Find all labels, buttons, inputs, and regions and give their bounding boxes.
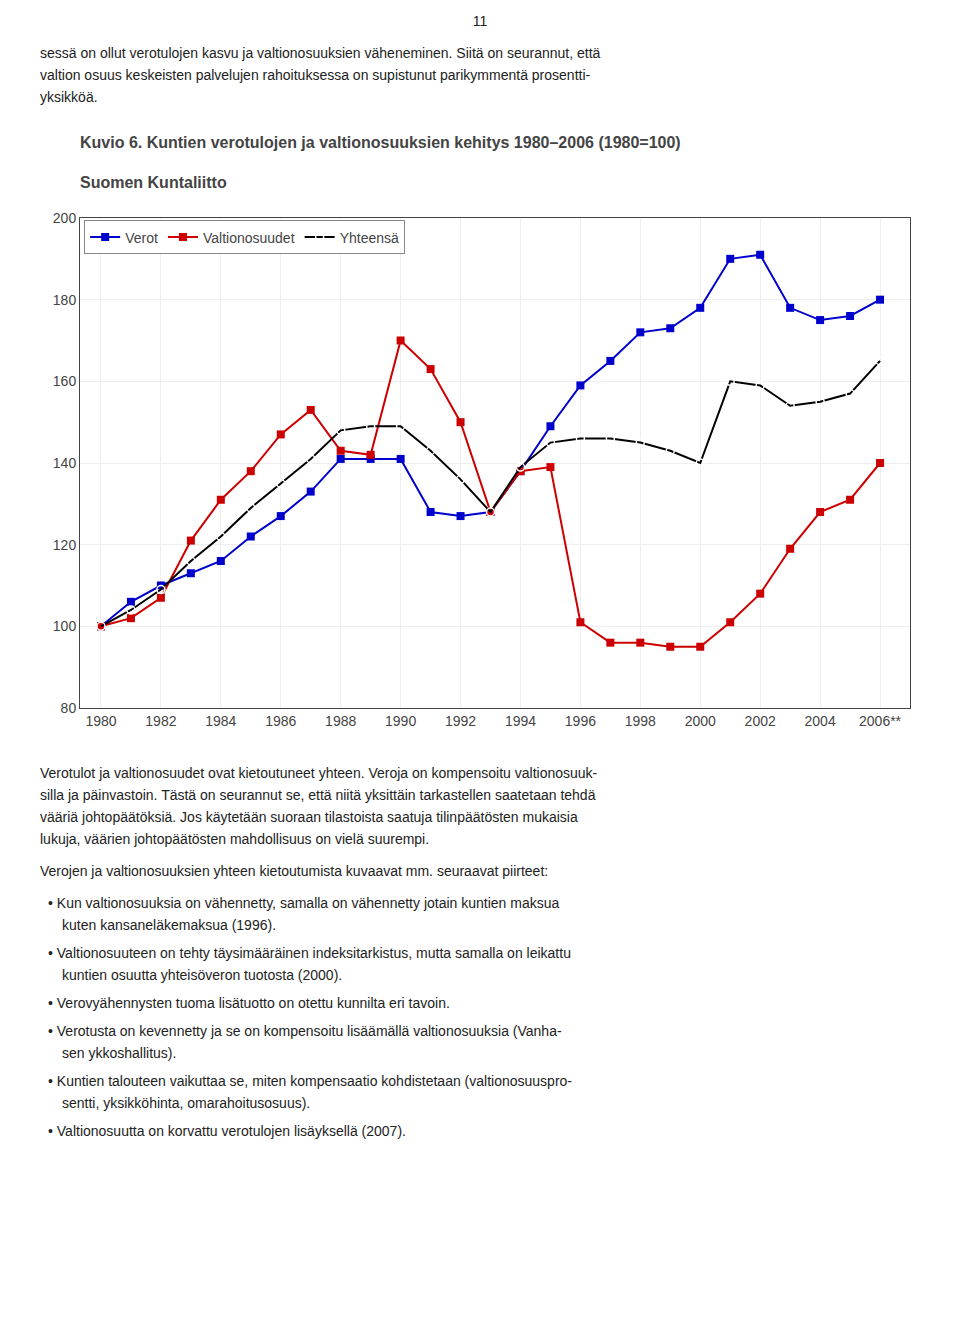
- svg-text:2006**: 2006**: [859, 713, 902, 729]
- html-text:silla ja päinvastoin. Tästä on: silla ja päinvastoin. Tästä on seurannut…: [40, 787, 596, 803]
- svg-text:1982: 1982: [145, 713, 176, 729]
- html-text:kuten kansaneläkemaksua (1996): kuten kansaneläkemaksua (1996).: [62, 917, 276, 933]
- svg-text:2004: 2004: [805, 713, 836, 729]
- svg-text:1984: 1984: [205, 713, 236, 729]
- html-text:Verotulot ja valtionosuudet ov: Verotulot ja valtionosuudet ovat kietout…: [40, 765, 598, 781]
- html-text:lukuja, väärien johtopäätösten: lukuja, väärien johtopäätösten mahdollis…: [40, 831, 430, 847]
- html-text:• Valtionosuuteen on tehty täy: • Valtionosuuteen on tehty täysimääräine…: [48, 945, 571, 961]
- svg-text:1998: 1998: [625, 713, 656, 729]
- svg-text:Suomen Kuntaliitto: Suomen Kuntaliitto: [80, 174, 227, 191]
- svg-text:1986: 1986: [265, 713, 296, 729]
- html-text:kuntien osuutta yhteisöveron t: kuntien osuutta yhteisöveron tuotosta (2…: [62, 967, 343, 983]
- html-text:valtion osuus keskeisten palve: valtion osuus keskeisten palvelujen raho…: [40, 67, 591, 83]
- svg-text:2000: 2000: [685, 713, 716, 729]
- svg-text:140: 140: [53, 455, 77, 471]
- html-text:• Verotusta on kevennetty ja s: • Verotusta on kevennetty ja se on kompe…: [48, 1023, 562, 1039]
- html-text:vääriä johtopäätöksiä. Jos käy: vääriä johtopäätöksiä. Jos käytetään suo…: [40, 809, 578, 825]
- svg-text:Yhteensä: Yhteensä: [340, 230, 399, 246]
- svg-text:1992: 1992: [445, 713, 476, 729]
- svg-text:200: 200: [53, 210, 77, 226]
- svg-text:Kuvio 6. Kuntien verotulojen j: Kuvio 6. Kuntien verotulojen ja valtiono…: [80, 134, 681, 151]
- svg-text:120: 120: [53, 537, 77, 553]
- svg-text:160: 160: [53, 373, 77, 389]
- svg-text:100: 100: [53, 618, 77, 634]
- svg-text:1980: 1980: [85, 713, 116, 729]
- html-text:yksikköä.: yksikköä.: [40, 89, 98, 105]
- html-text:• Kun valtionosuuksia on vähen: • Kun valtionosuuksia on vähennetty, sam…: [48, 895, 560, 911]
- svg-text:1994: 1994: [505, 713, 536, 729]
- html-text:sentti, yksikköhinta, omarahoi: sentti, yksikköhinta, omarahoitusosuus).: [62, 1095, 311, 1111]
- html-text:Verojen ja valtionosuuksien yh: Verojen ja valtionosuuksien yhteen kieto…: [40, 863, 549, 879]
- svg-text:1988: 1988: [325, 713, 356, 729]
- svg-text:1996: 1996: [565, 713, 596, 729]
- svg-text:Verot: Verot: [125, 230, 158, 246]
- html-text:11: 11: [472, 13, 488, 29]
- svg-text:Valtionosuudet: Valtionosuudet: [203, 230, 295, 246]
- html-text:• Verovyähennysten tuoma lisät: • Verovyähennysten tuoma lisätuotto on o…: [48, 995, 450, 1011]
- html-text:sessä on ollut verotulojen kas: sessä on ollut verotulojen kasvu ja valt…: [40, 45, 601, 61]
- html-text:• Valtionosuutta on korvattu v: • Valtionosuutta on korvattu verotulojen…: [48, 1123, 406, 1139]
- html-text:• Kuntien talouteen vaikuttaa: • Kuntien talouteen vaikuttaa se, miten …: [48, 1073, 572, 1089]
- svg-text:180: 180: [53, 292, 77, 308]
- svg-text:1990: 1990: [385, 713, 416, 729]
- svg-text:2002: 2002: [745, 713, 776, 729]
- html-text:sen ykkoshallitus).: sen ykkoshallitus).: [62, 1045, 177, 1061]
- svg-text:80: 80: [61, 700, 77, 716]
